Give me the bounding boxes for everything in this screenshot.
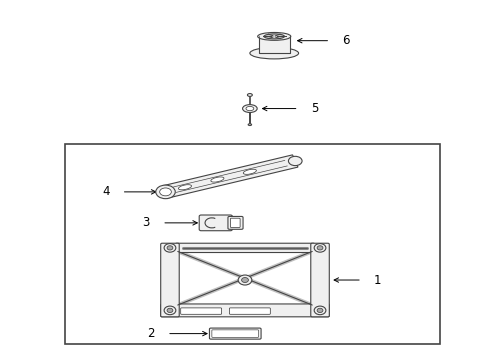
Circle shape <box>314 244 326 252</box>
Ellipse shape <box>244 169 256 174</box>
FancyBboxPatch shape <box>161 304 329 317</box>
Ellipse shape <box>178 185 192 190</box>
Circle shape <box>167 308 173 312</box>
Ellipse shape <box>246 107 254 111</box>
Circle shape <box>317 246 323 250</box>
FancyBboxPatch shape <box>229 308 270 314</box>
Ellipse shape <box>248 124 251 126</box>
Ellipse shape <box>258 32 291 40</box>
Bar <box>259 36 290 53</box>
Ellipse shape <box>243 105 257 112</box>
Circle shape <box>238 275 252 285</box>
Ellipse shape <box>264 34 285 39</box>
Ellipse shape <box>211 177 224 182</box>
FancyBboxPatch shape <box>311 243 329 317</box>
Circle shape <box>314 306 326 315</box>
Text: 4: 4 <box>102 185 109 198</box>
Circle shape <box>164 244 176 252</box>
Ellipse shape <box>156 185 175 199</box>
FancyBboxPatch shape <box>181 308 221 314</box>
Ellipse shape <box>160 188 172 196</box>
FancyBboxPatch shape <box>209 328 261 339</box>
Ellipse shape <box>250 48 298 59</box>
FancyBboxPatch shape <box>199 215 232 231</box>
Circle shape <box>164 306 176 315</box>
Circle shape <box>242 278 248 283</box>
Text: 1: 1 <box>374 274 382 287</box>
Text: 5: 5 <box>311 102 318 115</box>
Polygon shape <box>163 155 298 198</box>
Text: 6: 6 <box>343 34 350 47</box>
Ellipse shape <box>289 156 302 166</box>
Text: 3: 3 <box>143 216 150 229</box>
FancyBboxPatch shape <box>161 243 179 317</box>
FancyBboxPatch shape <box>228 216 243 229</box>
FancyBboxPatch shape <box>212 330 259 337</box>
Text: 2: 2 <box>147 327 155 340</box>
Bar <box>65 144 440 344</box>
FancyBboxPatch shape <box>230 218 240 228</box>
Circle shape <box>167 246 173 250</box>
Ellipse shape <box>247 94 252 96</box>
FancyBboxPatch shape <box>175 243 315 252</box>
Circle shape <box>317 308 323 312</box>
